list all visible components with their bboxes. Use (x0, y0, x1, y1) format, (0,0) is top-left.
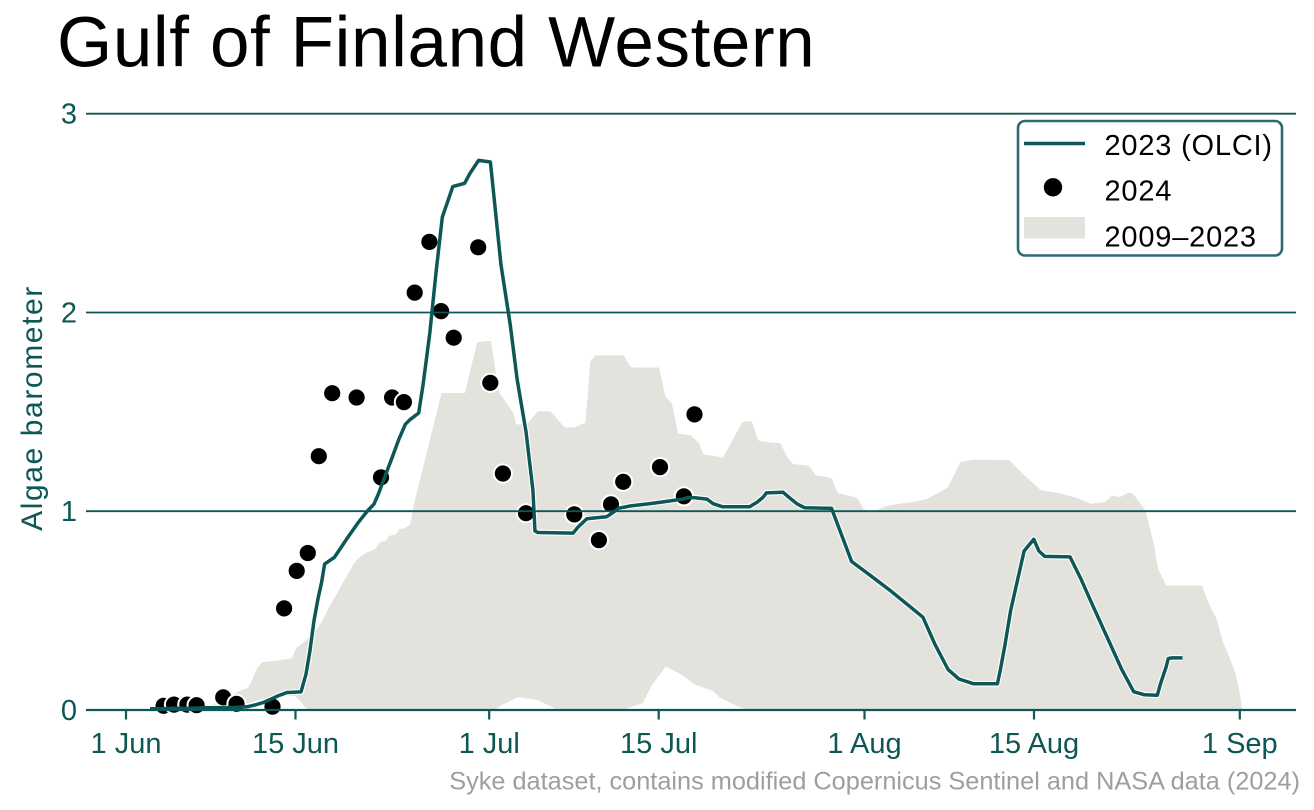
svg-text:1: 1 (61, 496, 77, 528)
svg-text:1 Sep: 1 Sep (1202, 728, 1278, 760)
svg-text:2024: 2024 (1105, 176, 1173, 208)
svg-text:1 Jul: 1 Jul (459, 728, 520, 760)
svg-text:3: 3 (61, 99, 77, 131)
svg-text:15 Aug: 15 Aug (989, 728, 1079, 760)
svg-text:Syke dataset, contains modifie: Syke dataset, contains modified Copernic… (449, 768, 1300, 796)
svg-text:15 Jun: 15 Jun (252, 728, 339, 760)
svg-text:2009–2023: 2009–2023 (1105, 222, 1257, 254)
svg-text:0: 0 (61, 695, 77, 727)
svg-text:2: 2 (61, 297, 77, 329)
svg-text:1 Aug: 1 Aug (827, 728, 901, 760)
svg-text:15 Jul: 15 Jul (620, 728, 697, 760)
svg-text:1 Jun: 1 Jun (91, 728, 162, 760)
svg-text:Gulf of Finland Western: Gulf of Finland Western (57, 3, 815, 82)
svg-text:2023 (OLCI): 2023 (OLCI) (1105, 130, 1273, 162)
svg-text:Algae barometer: Algae barometer (16, 285, 49, 531)
